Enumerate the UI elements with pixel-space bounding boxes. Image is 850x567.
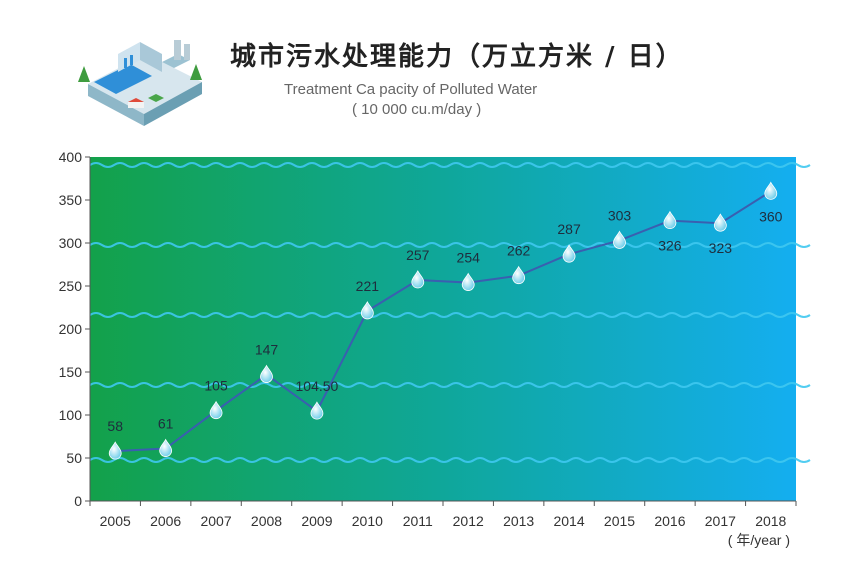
data-label: 257	[406, 247, 430, 263]
wave-line	[89, 312, 811, 318]
y-tick-label: 400	[59, 149, 83, 165]
data-markers	[108, 181, 778, 460]
plot-area-background	[90, 157, 796, 501]
data-label: 58	[107, 418, 123, 434]
wave-line	[89, 242, 811, 248]
y-tick-label: 100	[59, 407, 83, 423]
data-label: 104.50	[296, 378, 339, 394]
data-point-marker	[310, 401, 324, 420]
wave-line	[89, 162, 811, 168]
data-label: 147	[255, 342, 279, 358]
data-point-marker	[663, 210, 677, 230]
x-tick-label: 2016	[654, 513, 685, 529]
chart-title-english: Treatment Ca pacity of Polluted Water	[284, 81, 538, 98]
x-tick-label: 2014	[553, 513, 584, 529]
data-label: 303	[608, 207, 632, 223]
x-tick-label: 2006	[150, 513, 181, 529]
data-point-marker	[159, 438, 173, 457]
data-label: 360	[759, 208, 783, 224]
x-tick-label: 2015	[604, 513, 635, 529]
data-label: 323	[709, 240, 733, 256]
data-point-marker	[360, 301, 374, 320]
y-tick-label: 200	[59, 321, 83, 337]
data-point-marker	[411, 270, 425, 289]
x-tick-label: 2017	[705, 513, 736, 529]
x-tick-label: 2018	[755, 513, 786, 529]
data-point-marker	[613, 230, 626, 249]
x-tick-label: 2013	[503, 513, 534, 529]
x-tick-label: 2005	[100, 513, 131, 529]
y-tick-label: 50	[66, 450, 82, 466]
data-point-marker	[461, 272, 475, 291]
data-point-marker	[512, 265, 526, 285]
data-labels: 58 61 105 147 104.50 221 257 254 262 287 303 326 323…	[107, 207, 782, 434]
data-label: 61	[158, 416, 174, 432]
water-treatment-plant-icon	[78, 40, 202, 126]
x-tick-label: 2007	[200, 513, 231, 529]
title-block: 城市污水处理能力（万立方米 / 日） Treatment Ca pacity o…	[0, 0, 850, 140]
data-label: 221	[356, 278, 380, 294]
data-point-marker	[764, 181, 778, 200]
x-tick-label: 2012	[453, 513, 484, 529]
y-tick-label: 300	[59, 235, 83, 251]
x-tick-label: 2010	[352, 513, 383, 529]
data-label: 254	[457, 250, 481, 266]
data-label: 287	[557, 221, 581, 237]
y-tick-label: 250	[59, 278, 83, 294]
x-tick-label: 2008	[251, 513, 282, 529]
x-axis-label: ( 年/year )	[728, 532, 790, 548]
x-tick-label: 2011	[403, 513, 433, 529]
chart-title-chinese: 城市污水处理能力（万立方米 / 日）	[230, 42, 684, 72]
data-point-marker	[260, 364, 273, 383]
decorative-waves	[89, 162, 811, 463]
wave-line	[89, 457, 811, 463]
wave-line	[89, 382, 811, 388]
series-line	[115, 190, 772, 453]
data-label: 262	[507, 243, 531, 259]
data-label: 105	[204, 378, 228, 394]
y-tick-label: 0	[74, 493, 82, 509]
y-tick-label: 150	[59, 364, 83, 380]
x-axis-ticks: 2005 2006 2007 2008 2009 2010 2011 2012 2013 2014…	[89, 501, 797, 529]
y-tick-label: 350	[59, 192, 83, 208]
data-point-marker	[562, 244, 576, 263]
y-axis-ticks: 0 50 100 150 200 250 300 350 400	[59, 149, 90, 509]
data-point-marker	[209, 400, 223, 420]
data-label: 326	[658, 238, 682, 254]
chart-unit-label: ( 10 000 cu.m/day )	[352, 101, 482, 118]
data-point-marker	[108, 441, 122, 460]
data-point-marker	[713, 213, 727, 232]
x-tick-label: 2009	[301, 513, 332, 529]
